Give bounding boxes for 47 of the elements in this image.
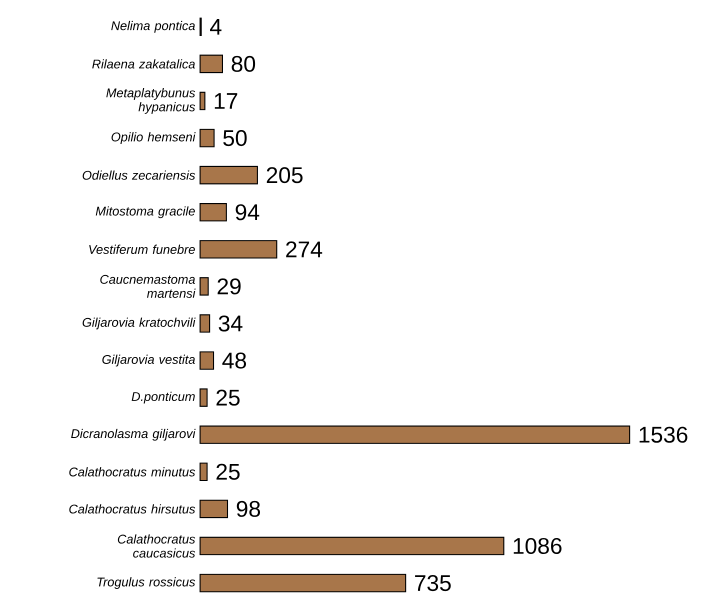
data-label: 34	[218, 315, 242, 332]
bar	[200, 166, 258, 184]
y-tick-label: Rilaena zakatalica	[92, 59, 195, 69]
y-tick-label: Caucnemastoma martensi	[100, 274, 196, 298]
data-label: 29	[218, 278, 241, 294]
y-tick-label: Nelima pontica	[111, 20, 195, 33]
bar	[200, 240, 278, 259]
y-tick-label: Giljarovia vestita	[102, 354, 195, 366]
bar	[200, 462, 208, 482]
y-tick-label: Mitostoma gracile	[96, 206, 195, 218]
data-label: 98	[236, 500, 260, 517]
data-label: 735	[415, 575, 451, 592]
y-tick-label: Opilio hemseni	[112, 132, 196, 144]
bar	[200, 277, 209, 296]
bar	[200, 351, 214, 370]
bar	[200, 314, 210, 333]
data-label: 4	[210, 19, 222, 35]
bar	[200, 203, 227, 222]
data-label: 1086	[514, 538, 562, 554]
data-label: 48	[222, 352, 246, 369]
data-label: 94	[236, 204, 260, 220]
y-tick-label: Calathocratus caucasicus	[118, 534, 196, 558]
y-tick-label: Calathocratus hirsutus	[69, 504, 196, 514]
bar	[200, 128, 215, 148]
bar	[200, 388, 208, 407]
data-label: 50	[223, 130, 247, 146]
y-tick-label: Vestiferum funebre	[89, 244, 195, 254]
data-label: 205	[266, 167, 303, 184]
y-tick-label: Dicranolasma giljarovi	[71, 428, 196, 441]
y-tick-label: Odiellus zecariensis	[82, 170, 196, 180]
bar	[200, 536, 504, 556]
bar	[200, 54, 224, 74]
data-label: 1536	[640, 426, 688, 443]
bar	[200, 500, 228, 518]
data-label: 25	[216, 390, 240, 406]
y-tick-label: Trogulus rossicus	[97, 577, 196, 590]
y-tick-label: Calathocratus minutus	[69, 467, 196, 476]
bar	[200, 426, 630, 444]
data-label: 274	[286, 241, 322, 258]
bar	[200, 574, 406, 592]
bar	[200, 92, 206, 110]
y-tick-label: Metaplatybunus hypanicus	[106, 88, 196, 114]
data-label: 80	[232, 56, 256, 72]
y-tick-label: D.ponticum	[132, 392, 195, 404]
data-label: 25	[216, 464, 240, 480]
data-label: 17	[214, 93, 238, 109]
y-tick-label: Giljarovia kratochvili	[82, 318, 196, 330]
